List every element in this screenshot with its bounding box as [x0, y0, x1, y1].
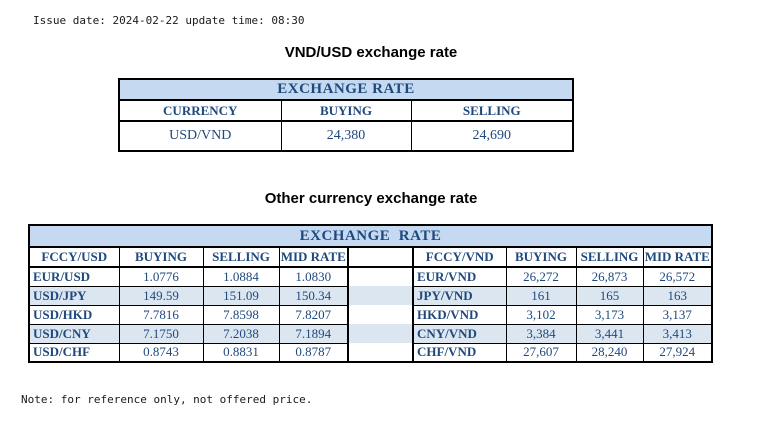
mid-rate-cell: 3,137 — [642, 304, 713, 325]
table2-banner: EXCHANGE RATE — [28, 224, 713, 248]
buying-rate-cell: 161 — [505, 285, 577, 306]
selling-rate-cell: 7.8598 — [202, 304, 280, 325]
table2-header-midrate-left: MID RATE — [278, 246, 349, 268]
selling-rate-cell: 3,173 — [575, 304, 644, 325]
selling-rate-cell: 26,873 — [575, 266, 644, 287]
mid-rate-cell: 7.8207 — [278, 304, 349, 325]
other-currency-exchange-rate-table: EXCHANGE RATE FCCY/USD BUYING SELLING MI… — [28, 224, 713, 363]
currency-pair-cell: USD/JPY — [28, 285, 120, 306]
table1-row-usdvnd: USD/VND 24,380 24,690 — [118, 120, 574, 152]
buying-rate-cell: 27,607 — [505, 342, 577, 363]
buying-rate-cell: 3,102 — [505, 304, 577, 325]
table2-row-jpy: USD/JPY 149.59 151.09 150.34 JPY/VND 161… — [28, 285, 713, 306]
vnd-usd-table-title: VND/USD exchange rate — [284, 44, 458, 61]
currency-pair-cell: EUR/VND — [412, 266, 507, 287]
table2-header-row: FCCY/USD BUYING SELLING MID RATE FCCY/VN… — [28, 246, 713, 268]
table2-header-buying-right: BUYING — [505, 246, 577, 268]
table1-header-row: CURRENCY BUYING SELLING — [118, 99, 574, 122]
selling-rate-cell: 165 — [575, 285, 644, 306]
mid-rate-cell: 163 — [642, 285, 713, 306]
gap-cell — [347, 305, 414, 324]
issue-date-text: Issue date: 2024-02-22 update time: 08:3… — [33, 14, 305, 27]
selling-rate-cell: 151.09 — [202, 285, 280, 306]
gap-cell — [347, 324, 414, 343]
selling-rate-cell: 1.0884 — [202, 266, 280, 287]
currency-pair-cell: USD/HKD — [28, 304, 120, 325]
table1-header-currency: CURRENCY — [118, 99, 282, 122]
table2-header-fccy-usd: FCCY/USD — [28, 246, 120, 268]
selling-rate-cell: 24,690 — [410, 120, 574, 152]
selling-rate-cell: 28,240 — [575, 342, 644, 363]
selling-rate-cell: 0.8831 — [202, 342, 280, 363]
table2-header-buying-left: BUYING — [118, 246, 204, 268]
usd-vnd-exchange-rate-table: EXCHANGE RATE CURRENCY BUYING SELLING US… — [118, 78, 574, 152]
table1-header-buying: BUYING — [280, 99, 412, 122]
other-currency-table-title: Other currency exchange rate — [264, 190, 478, 207]
buying-rate-cell: 0.8743 — [118, 342, 204, 363]
buying-rate-cell: 26,272 — [505, 266, 577, 287]
buying-rate-cell: 7.7816 — [118, 304, 204, 325]
table2-row-cny: USD/CNY 7.1750 7.2038 7.1894 CNY/VND 3,3… — [28, 323, 713, 344]
currency-cell: USD/VND — [118, 120, 282, 152]
table2-row-hkd: USD/HKD 7.7816 7.8598 7.8207 HKD/VND 3,1… — [28, 304, 713, 325]
mid-rate-cell: 27,924 — [642, 342, 713, 363]
table2-header-selling-left: SELLING — [202, 246, 280, 268]
buying-rate-cell: 3,384 — [505, 323, 577, 344]
currency-pair-cell: CHF/VND — [412, 342, 507, 363]
currency-pair-cell: CNY/VND — [412, 323, 507, 344]
mid-rate-cell: 150.34 — [278, 285, 349, 306]
table2-header-fccy-vnd: FCCY/VND — [412, 246, 507, 268]
gap-cell — [347, 343, 414, 362]
buying-rate-cell: 24,380 — [280, 120, 412, 152]
buying-rate-cell: 149.59 — [118, 285, 204, 306]
mid-rate-cell: 0.8787 — [278, 342, 349, 363]
table2-header-midrate-right: MID RATE — [642, 246, 713, 268]
gap-cell — [347, 267, 414, 286]
gap-cell — [347, 286, 414, 305]
buying-rate-cell: 7.1750 — [118, 323, 204, 344]
currency-pair-cell: JPY/VND — [412, 285, 507, 306]
currency-pair-cell: USD/CHF — [28, 342, 120, 363]
selling-rate-cell: 3,441 — [575, 323, 644, 344]
table2-banner-row: EXCHANGE RATE — [28, 224, 713, 248]
currency-pair-cell: HKD/VND — [412, 304, 507, 325]
selling-rate-cell: 7.2038 — [202, 323, 280, 344]
mid-rate-cell: 7.1894 — [278, 323, 349, 344]
currency-pair-cell: USD/CNY — [28, 323, 120, 344]
table2-header-gap-cell — [347, 246, 414, 268]
mid-rate-cell: 1.0830 — [278, 266, 349, 287]
buying-rate-cell: 1.0776 — [118, 266, 204, 287]
table2-header-selling-right: SELLING — [575, 246, 644, 268]
table1-header-selling: SELLING — [410, 99, 574, 122]
table1-banner-row: EXCHANGE RATE — [118, 78, 574, 101]
mid-rate-cell: 26,572 — [642, 266, 713, 287]
table2-row-eur: EUR/USD 1.0776 1.0884 1.0830 EUR/VND 26,… — [28, 266, 713, 287]
table2-row-chf: USD/CHF 0.8743 0.8831 0.8787 CHF/VND 27,… — [28, 342, 713, 363]
currency-pair-cell: EUR/USD — [28, 266, 120, 287]
note-text: Note: for reference only, not offered pr… — [21, 393, 313, 406]
table1-banner: EXCHANGE RATE — [118, 78, 574, 101]
mid-rate-cell: 3,413 — [642, 323, 713, 344]
